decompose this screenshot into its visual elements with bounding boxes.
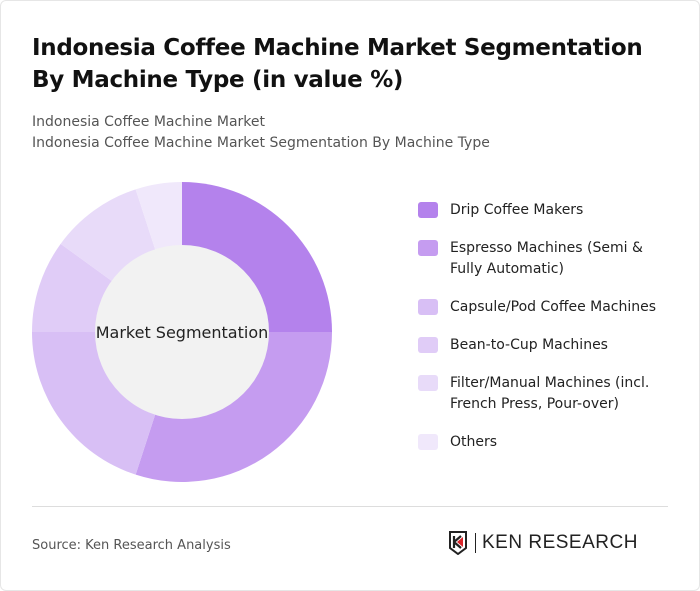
ken-research-logo: KEN RESEARCH [448, 531, 638, 555]
legend-label: Others [450, 434, 498, 450]
donut-hole [95, 245, 269, 419]
source-note: Source: Ken Research Analysis [32, 538, 231, 553]
legend-swatch [418, 434, 438, 450]
legend-item: Capsule/Pod Coffee Machines [418, 297, 688, 318]
ken-logo-icon [449, 531, 467, 555]
legend-label: Filter/Manual Machines (incl. French Pre… [450, 375, 650, 412]
center-label: Market Segmentation [96, 323, 269, 342]
subtitle-segmentation: Indonesia Coffee Machine Market Segmenta… [32, 135, 490, 151]
legend-swatch [418, 375, 438, 391]
legend-swatch [418, 337, 438, 353]
logo-text: KEN RESEARCH [482, 532, 638, 553]
legend-item: Bean-to-Cup Machines [418, 335, 688, 356]
legend-swatch [418, 202, 438, 218]
legend-label: Bean-to-Cup Machines [450, 337, 608, 353]
legend-item: Others [418, 432, 688, 453]
divider [32, 506, 668, 507]
donut-chart: Market Segmentation [32, 182, 332, 482]
legend-label: Espresso Machines (Semi & Fully Automati… [450, 240, 643, 277]
legend-item: Filter/Manual Machines (incl. French Pre… [418, 373, 688, 415]
legend-item: Drip Coffee Makers [418, 200, 688, 221]
subtitle-market: Indonesia Coffee Machine Market [32, 114, 265, 130]
legend-label: Capsule/Pod Coffee Machines [450, 299, 657, 315]
legend: Drip Coffee Makers Espresso Machines (Sem… [418, 200, 688, 470]
legend-swatch [418, 299, 438, 315]
legend-swatch [418, 240, 438, 256]
legend-item: Espresso Machines (Semi & Fully Automati… [418, 238, 688, 280]
legend-label: Drip Coffee Makers [450, 202, 584, 218]
chart-title: Indonesia Coffee Machine Market Segmenta… [32, 35, 643, 93]
